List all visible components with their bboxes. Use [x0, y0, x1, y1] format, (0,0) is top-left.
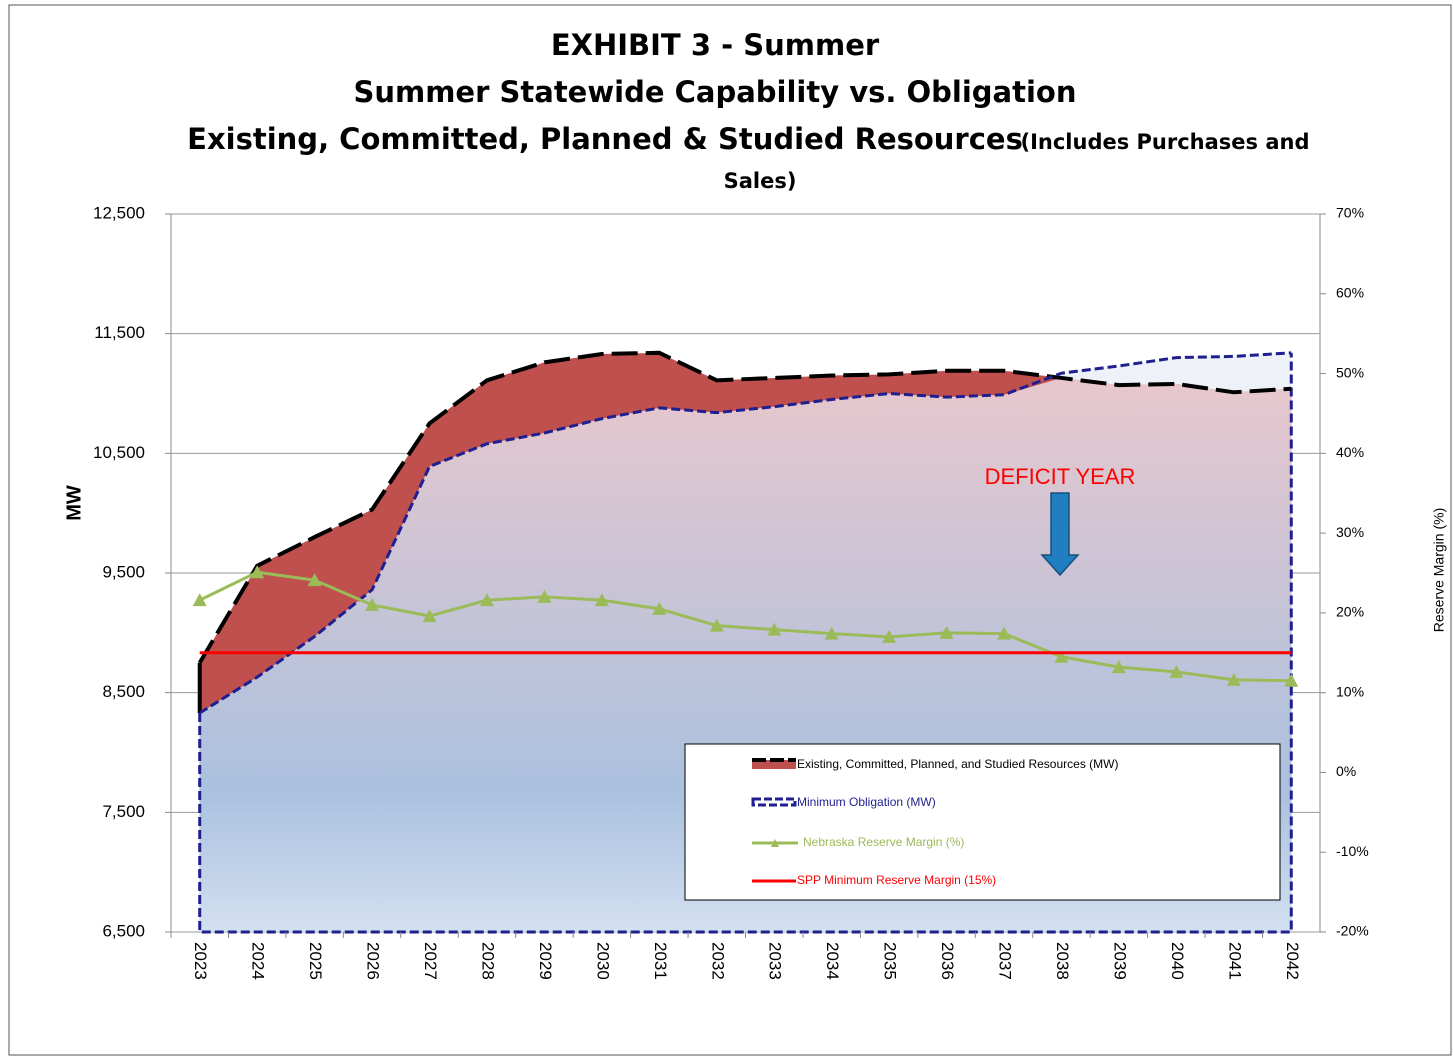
marker [537, 589, 552, 603]
obligation-outline [198, 352, 1293, 934]
marker [1054, 649, 1069, 663]
annotation: DEFICIT YEAR [985, 464, 1136, 489]
x-tick-label: 2026 [364, 942, 383, 980]
chart-title: EXHIBIT 3 - Summer [551, 28, 880, 62]
chart-subtitle: Existing, Committed, Planned & Studied R… [187, 122, 1023, 156]
legend: Existing, Committed, Planned, and Studie… [684, 743, 1281, 901]
y-tick-label: 11,500 [94, 323, 145, 342]
x-tick-label: 2040 [1168, 942, 1187, 980]
x-tick-label: 2030 [593, 942, 612, 980]
arrow [1040, 492, 1080, 577]
marker [882, 629, 897, 643]
y2-tick-label: 70% [1336, 205, 1364, 221]
legend-swatch [751, 797, 797, 807]
series-line [198, 351, 1292, 715]
marker [250, 565, 265, 579]
marker [365, 597, 380, 611]
x-tick-label: 2031 [651, 942, 670, 980]
x-tick-label: 2023 [191, 942, 210, 980]
marker [594, 593, 609, 607]
y2-tick-label: 50% [1336, 364, 1364, 380]
y2-tick-label: 60% [1336, 284, 1364, 300]
x-tick-label: 2039 [1110, 942, 1129, 980]
y-tick-label: 9,500 [102, 562, 145, 581]
y2-tick-label: -10% [1336, 843, 1369, 859]
x-tick-label: 2027 [421, 942, 440, 980]
marker [422, 609, 437, 623]
chart-subtitle-note: Sales) [724, 169, 797, 193]
y-axis-label: MW [63, 485, 85, 521]
marker [767, 622, 782, 636]
marker [307, 573, 322, 587]
x-tick-label: 2029 [536, 942, 555, 980]
series-line [198, 350, 1292, 664]
legend-swatch [771, 839, 779, 847]
marker [652, 601, 667, 615]
marker [1284, 673, 1299, 687]
y2-tick-label: 10% [1336, 683, 1364, 699]
legend-swatch [752, 760, 796, 769]
legend-label: Nebraska Reserve Margin (%) [803, 835, 964, 849]
x-tick-label: 2033 [766, 942, 785, 980]
y2-tick-label: 0% [1336, 763, 1356, 779]
y2-axis-label: Reserve Margin (%) [1431, 508, 1447, 632]
legend-label: Existing, Committed, Planned, and Studie… [797, 757, 1118, 771]
marker [824, 626, 839, 640]
marker [1169, 664, 1184, 678]
x-tick-label: 2028 [478, 942, 497, 980]
x-tick-label: 2042 [1283, 942, 1302, 980]
y-tick-label: 8,500 [102, 682, 145, 701]
marker [479, 593, 494, 607]
y2-tick-label: -20% [1336, 923, 1369, 939]
x-tick-label: 2041 [1225, 942, 1244, 980]
series-line [199, 570, 1292, 683]
marker [1226, 672, 1241, 686]
y-tick-label: 7,500 [102, 802, 145, 821]
y-tick-label: 12,500 [93, 203, 145, 222]
marker [939, 625, 954, 639]
marker [997, 626, 1012, 640]
x-tick-label: 2037 [996, 942, 1015, 980]
x-tick-label: 2025 [306, 942, 325, 980]
marker [192, 593, 207, 607]
legend-label: SPP Minimum Reserve Margin (15%) [797, 873, 996, 887]
y2-tick-label: 20% [1336, 604, 1364, 620]
x-tick-label: 2036 [938, 942, 957, 980]
marker [1111, 660, 1126, 674]
x-tick-label: 2035 [881, 942, 900, 980]
y-tick-label: 6,500 [102, 921, 145, 940]
x-tick-label: 2032 [708, 942, 727, 980]
y2-tick-label: 40% [1336, 444, 1364, 460]
legend-label: Minimum Obligation (MW) [797, 795, 936, 809]
x-tick-label: 2038 [1053, 942, 1072, 980]
x-tick-label: 2024 [249, 942, 268, 980]
legend-box [684, 743, 1281, 901]
x-tick-label: 2034 [823, 942, 842, 980]
y-tick-label: 10,500 [93, 443, 145, 462]
chart-subtitle: Summer Statewide Capability vs. Obligati… [353, 75, 1076, 109]
y2-tick-label: 30% [1336, 524, 1364, 540]
chart-subtitle-note: (Includes Purchases and [1020, 130, 1309, 154]
marker [709, 618, 724, 632]
